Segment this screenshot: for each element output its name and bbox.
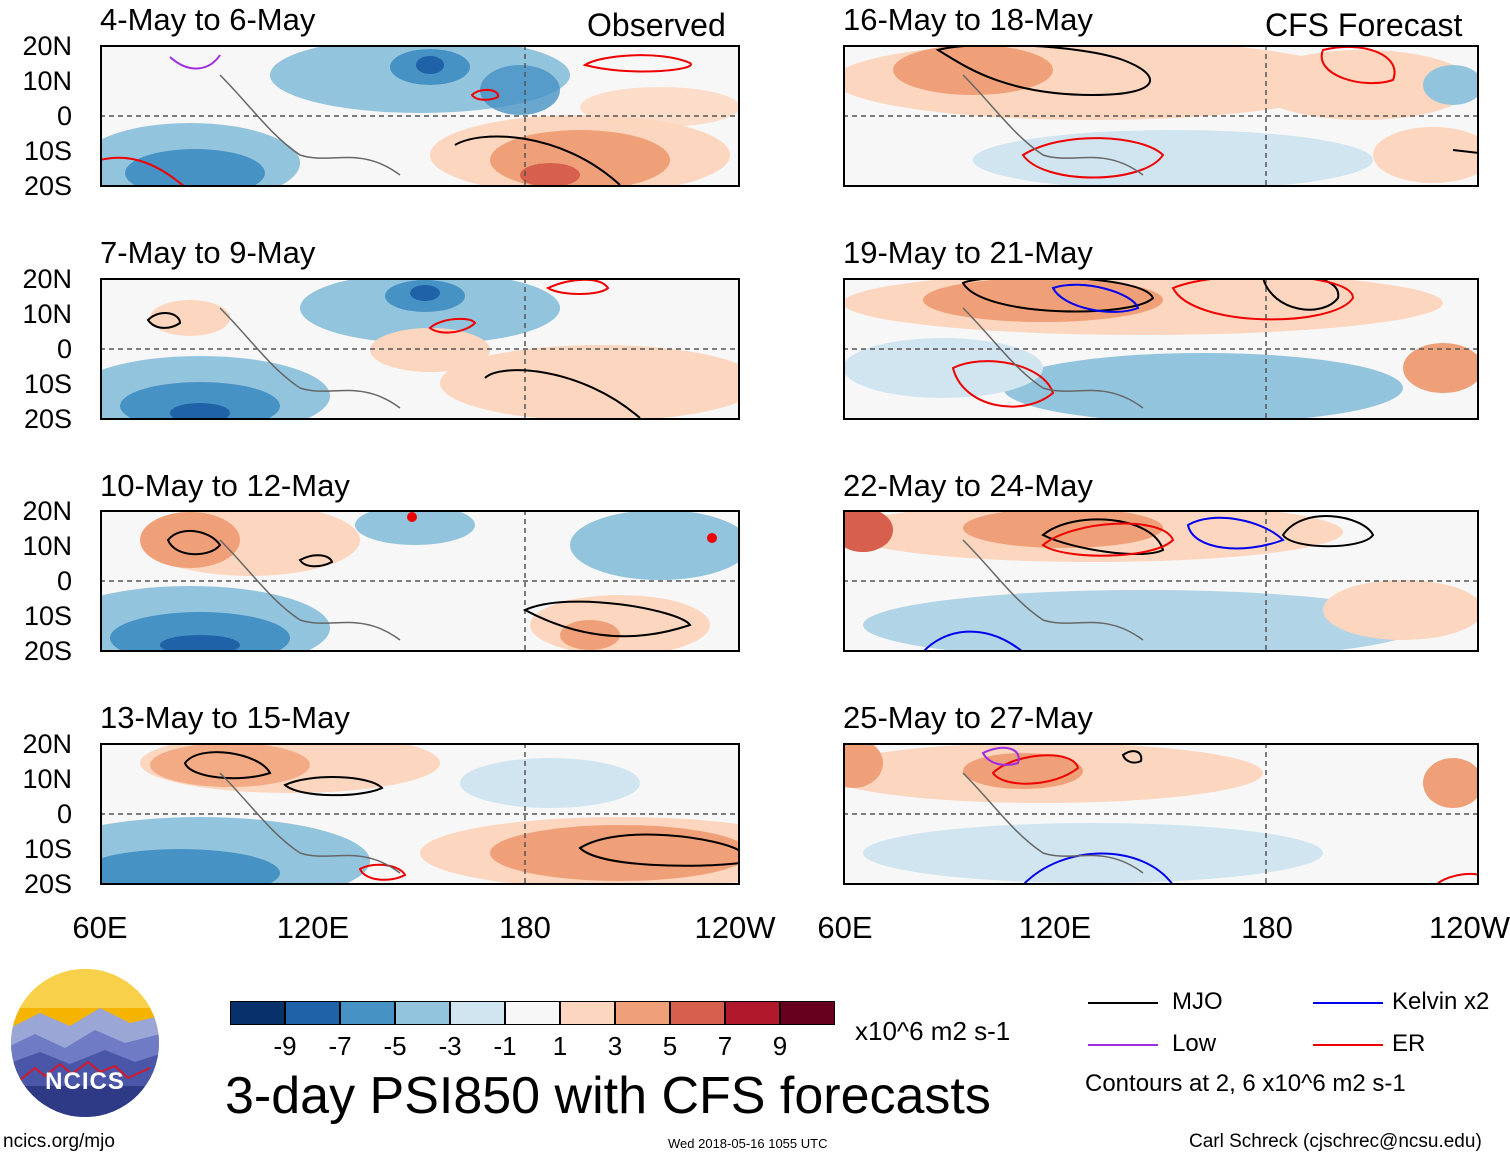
colorbar-tick-label: 5 [662, 1031, 678, 1061]
lat-tick-label: 10N [22, 764, 72, 794]
colorbar-tick-label: -7 [328, 1031, 352, 1061]
lat-tick-label: 20N [22, 31, 72, 61]
colorbar-swatch [670, 1001, 725, 1025]
field-map [100, 510, 740, 652]
footer-timestamp: Wed 2018-05-16 1055 UTC [668, 1136, 828, 1151]
lat-tick-label: 10S [23, 369, 72, 399]
lat-tick-label: 20N [22, 729, 72, 759]
panel-frame [843, 510, 1479, 652]
panel-title: 4-May to 6-May [100, 2, 316, 37]
panel-frame [843, 45, 1479, 187]
ncics-logo-text: NCICS [45, 1068, 125, 1095]
legend-line-er [1313, 1044, 1383, 1046]
lat-tick-label: 20S [23, 404, 72, 434]
colorbar-swatch [230, 1001, 285, 1025]
panel-tag-forecast: CFS Forecast [1265, 7, 1463, 43]
field-map [843, 45, 1479, 187]
field-map [100, 743, 740, 885]
colorbar-swatch [725, 1001, 780, 1025]
lat-tick-label: 20S [23, 171, 72, 201]
panel-frame [100, 743, 740, 885]
panel-title: 10-May to 12-May [100, 468, 350, 503]
colorbar-swatch [780, 1001, 835, 1025]
colorbar-tick-label: 1 [552, 1031, 568, 1061]
panel-title: 25-May to 27-May [843, 700, 1093, 735]
panel-frame [100, 278, 740, 420]
lat-tick-label: 20N [22, 496, 72, 526]
legend-label-kelvin: Kelvin x2 [1392, 988, 1490, 1015]
colorbar-tick-label: -5 [383, 1031, 407, 1061]
panel-title: 19-May to 21-May [843, 235, 1093, 270]
footer-url: ncics.org/mjo [3, 1131, 115, 1152]
lat-tick-label: 10N [22, 531, 72, 561]
lat-tick-label: 10S [23, 834, 72, 864]
panel-frame [843, 278, 1479, 420]
colorbar-swatch [395, 1001, 450, 1025]
colorbar-swatch [560, 1001, 615, 1025]
colorbar-swatch [285, 1001, 340, 1025]
lat-tick-label: 10S [23, 601, 72, 631]
legend-line-low [1088, 1044, 1158, 1046]
lon-tick-label: 180 [1241, 910, 1293, 945]
lon-tick-label: 120E [1018, 910, 1092, 945]
field-map [843, 278, 1479, 420]
colorbar-swatch [450, 1001, 505, 1025]
field-map [100, 45, 740, 187]
panel-title: 13-May to 15-May [100, 700, 350, 735]
lon-tick-label: 120E [276, 910, 350, 945]
lon-tick-label: 180 [499, 910, 551, 945]
lon-tick-label: 120W [694, 910, 776, 945]
lat-tick-label: 0 [56, 334, 72, 364]
colorbar-swatch [615, 1001, 670, 1025]
panel-title: 7-May to 9-May [100, 235, 316, 270]
ncics-logo: NCICS [10, 968, 160, 1118]
colorbar-tick-label: -9 [273, 1031, 297, 1061]
lon-tick-label: 60E [817, 910, 873, 945]
legend-line-kelvin [1313, 1002, 1383, 1004]
field-map [843, 743, 1479, 885]
lat-tick-label: 10N [22, 299, 72, 329]
lat-tick-label: 0 [56, 566, 72, 596]
footer-author: Carl Schreck (cjschrec@ncsu.edu) [1189, 1131, 1482, 1152]
colorbar-swatch [340, 1001, 395, 1025]
lat-tick-label: 0 [56, 799, 72, 829]
colorbar-units: x10^6 m2 s-1 [855, 1016, 1011, 1046]
colorbar-tick-label: 9 [772, 1031, 788, 1061]
lat-tick-label: 20S [23, 869, 72, 899]
panel-title: 16-May to 18-May [843, 2, 1093, 37]
lat-tick-label: 20S [23, 636, 72, 666]
legend-label-er: ER [1392, 1030, 1426, 1057]
colorbar-tick-label: -3 [438, 1031, 462, 1061]
colorbar-swatch [505, 1001, 560, 1025]
figure-title: 3-day PSI850 with CFS forecasts [225, 1067, 991, 1125]
legend-label-mjo: MJO [1172, 988, 1223, 1015]
colorbar-tick-label: 7 [717, 1031, 733, 1061]
ncics-logo-graphic [11, 969, 159, 1117]
lon-tick-label: 120W [1429, 912, 1510, 943]
colorbar-tick-label: -1 [493, 1031, 517, 1061]
lat-tick-label: 0 [56, 101, 72, 131]
field-map [843, 510, 1479, 652]
legend-line-mjo [1088, 1002, 1158, 1004]
colorbar-strip [230, 1001, 835, 1025]
panel-title: 22-May to 24-May [843, 468, 1093, 503]
lat-tick-label: 10N [22, 66, 72, 96]
panel-frame [100, 510, 740, 652]
lat-tick-label: 10S [23, 136, 72, 166]
lon-tick-label: 60E [72, 910, 128, 945]
colorbar-tick-label: 3 [607, 1031, 623, 1061]
panel-frame [100, 45, 740, 187]
field-map [100, 278, 740, 420]
legend-label-low: Low [1172, 1030, 1217, 1057]
lat-tick-label: 20N [22, 264, 72, 294]
panel-frame [843, 743, 1479, 885]
contour-note: Contours at 2, 6 x10^6 m2 s-1 [1085, 1070, 1406, 1097]
panel-tag-observed: Observed [587, 7, 726, 43]
